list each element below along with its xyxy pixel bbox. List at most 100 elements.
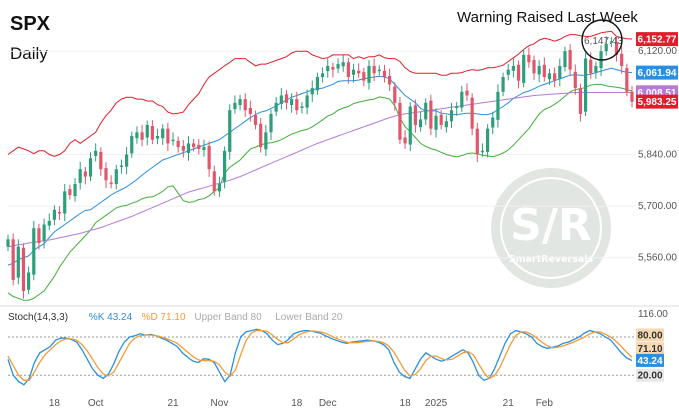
stochastic-legend-item: %D 71.10: [142, 312, 186, 323]
price-badge-label: 5,983.25: [638, 97, 677, 108]
candle-body: [439, 114, 443, 125]
candle-body: [279, 95, 283, 104]
warning-highlight-circle: [581, 19, 623, 61]
middle-band-line: [7, 67, 633, 266]
candle-body: [47, 220, 51, 226]
candle-body: [63, 191, 67, 214]
time-tick-label: Feb: [536, 398, 554, 409]
candle-body: [207, 145, 211, 170]
time-tick-label: 18: [291, 398, 303, 409]
candle-body: [217, 183, 222, 192]
candle-body: [222, 150, 227, 182]
candle-body: [114, 169, 118, 184]
stochastic-badge-label: 20.00: [637, 371, 662, 382]
candle-body: [408, 106, 412, 145]
candle-body: [475, 128, 479, 155]
candle-body: [57, 212, 62, 214]
candle-body: [37, 228, 41, 243]
stochastic-badge: [636, 353, 664, 367]
time-tick-label: Nov: [211, 398, 229, 409]
candle-body: [253, 115, 258, 125]
candle-body: [238, 99, 242, 106]
interval-label: Daily: [10, 44, 48, 63]
price-badge-label: 6,061.94: [638, 68, 677, 79]
candle-body: [197, 144, 201, 149]
candle-body: [449, 110, 454, 122]
candle-body: [377, 69, 381, 72]
stochastic-oscillator: [7, 328, 636, 386]
candle-body: [460, 91, 464, 108]
candle-body: [295, 99, 299, 111]
candle-body: [455, 106, 459, 108]
candle-body: [21, 247, 26, 291]
candle-body: [145, 124, 149, 138]
candle-body: [558, 65, 562, 79]
stochastic-badge-label: 43.24: [637, 356, 662, 367]
candle-body: [83, 171, 87, 177]
candle-body: [202, 147, 206, 151]
candle-body: [331, 67, 335, 70]
time-tick-label: 2025: [425, 398, 448, 409]
candle-body: [171, 139, 175, 142]
candle-body: [264, 132, 268, 150]
candle-body: [522, 54, 526, 83]
time-tick-label: 18: [400, 398, 412, 409]
stochastic-legend-item: Stoch(14,3,3): [8, 312, 68, 323]
price-labels: 6,152.77 6,147.43 6,061.94 6,008.515,983.25: [584, 32, 678, 109]
candle-body: [429, 100, 433, 129]
candle-body: [506, 69, 510, 75]
candle-body: [150, 126, 154, 140]
candle-body: [578, 88, 583, 114]
candle-body: [357, 70, 361, 74]
candle-body: [542, 64, 546, 78]
candle-body: [166, 128, 170, 144]
candle-body: [388, 75, 392, 85]
candle-body: [11, 239, 15, 280]
candle-body: [212, 171, 216, 192]
price-marker-label: 6,147.43: [584, 36, 623, 47]
candle-body: [465, 90, 469, 96]
time-tick-label: Oct: [88, 398, 104, 409]
candle-body: [305, 95, 309, 108]
candle-body: [310, 88, 314, 95]
candle-body: [568, 50, 572, 70]
price-badge-label: 6,008.51: [638, 88, 677, 99]
watermark-logo-text: S/R: [510, 200, 592, 251]
candle-body: [125, 154, 129, 167]
stochastic-legend: Stoch(14,3,3) %K 43.24 %D 71.10 Upper Band …: [8, 312, 343, 323]
price-tick-label: 5,700.00: [638, 201, 677, 212]
candle-body: [6, 239, 10, 247]
time-tick-label: 21: [167, 398, 179, 409]
candle-body: [413, 105, 418, 125]
candle-body: [140, 132, 144, 140]
candle-body: [192, 143, 196, 148]
price-badge: [636, 65, 678, 80]
upper-band-line: [7, 30, 633, 157]
stochastic-legend-item: Upper Band 80: [194, 312, 262, 323]
stochastic-tick-label: 116.00: [638, 309, 668, 320]
candle-body: [88, 158, 93, 177]
candle-body: [130, 136, 134, 154]
price-grid: [8, 50, 636, 259]
candle-body: [589, 59, 593, 74]
candle-body: [444, 121, 448, 128]
stochastic-badge: [636, 342, 664, 356]
candle-body: [68, 189, 72, 196]
candle-body: [42, 224, 46, 241]
candle-body: [563, 51, 567, 68]
stochastic-k-line: [7, 328, 633, 386]
candle-body: [614, 42, 619, 55]
candle-body: [434, 115, 438, 130]
stochastic-badge: [636, 328, 664, 342]
candle-body: [243, 99, 247, 111]
smartreversals-watermark: S/R SmartReversals: [491, 168, 611, 288]
candle-body: [274, 102, 278, 112]
candle-body: [403, 137, 407, 144]
candle-body: [362, 72, 366, 81]
time-tick-label: Dec: [319, 398, 337, 409]
price-axis: 6,120.00 5,840.00 5,700.00 5,560.00: [638, 46, 677, 264]
watermark-inner-ring: [500, 177, 602, 279]
candle-body: [290, 99, 294, 106]
